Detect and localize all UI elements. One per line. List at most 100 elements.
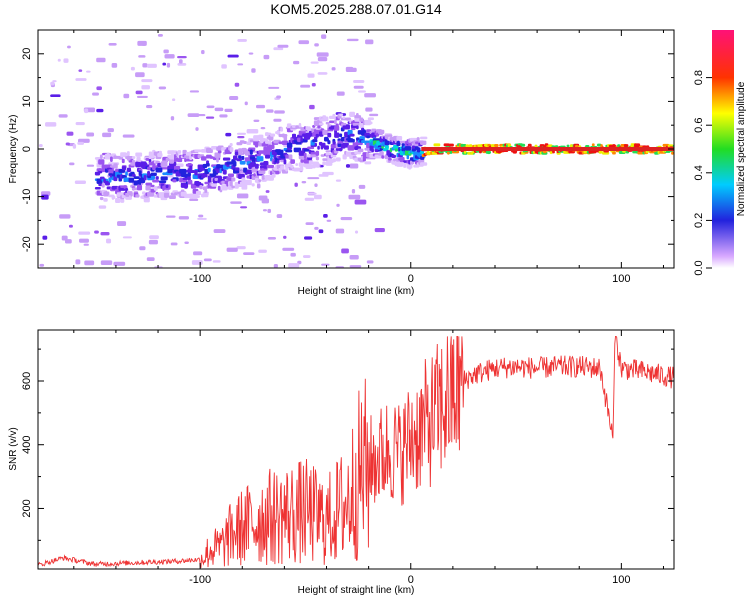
spectrogram-cell bbox=[219, 189, 223, 193]
spectrogram-cell bbox=[633, 143, 641, 147]
spectrogram-cell bbox=[207, 178, 213, 183]
spectrogram-cell bbox=[420, 162, 428, 166]
spectrogram-noise-cell bbox=[92, 92, 99, 96]
spectrogram-noise-cell bbox=[314, 43, 319, 47]
spectrogram-noise-cell bbox=[309, 104, 315, 110]
spectrogram-noise-cell bbox=[141, 79, 153, 83]
spectrogram-cell bbox=[315, 150, 320, 156]
spectrogram-cell bbox=[182, 177, 189, 181]
spectrogram-noise-cell bbox=[122, 236, 132, 239]
spectrogram-cell bbox=[286, 123, 292, 129]
spectrogram-cell bbox=[116, 174, 121, 178]
spectrogram-cell bbox=[396, 141, 401, 147]
spectrogram-cell bbox=[192, 195, 200, 198]
spectrogram-cell bbox=[671, 151, 674, 155]
spectrogram-noise-cell bbox=[84, 260, 95, 266]
spectrogram-cell bbox=[128, 177, 135, 183]
spectrogram-cell bbox=[217, 150, 222, 154]
spectrogram-ytick-label: 0 bbox=[21, 146, 33, 152]
spectrogram-noise-cell bbox=[108, 42, 117, 46]
spectrogram-cell bbox=[420, 140, 427, 145]
spectrogram-ytick-label: -20 bbox=[21, 236, 33, 252]
spectrogram-cell bbox=[263, 160, 269, 166]
spectrogram-noise-cell bbox=[262, 209, 267, 212]
spectrogram-cell bbox=[569, 144, 573, 148]
spectrogram-noise-cell bbox=[349, 163, 359, 169]
spectrogram-noise-cell bbox=[353, 79, 365, 83]
spectrogram-cell bbox=[406, 154, 410, 160]
spectrogram-noise-cell bbox=[374, 228, 385, 233]
spectrogram-cell bbox=[263, 165, 268, 169]
spectrogram-cell bbox=[199, 185, 203, 190]
colorbar-tick-label: 0.8 bbox=[693, 70, 705, 85]
spectrogram-cell bbox=[152, 179, 160, 183]
snr-xtick-label: 100 bbox=[612, 574, 630, 586]
spectrogram-cell bbox=[323, 116, 329, 122]
spectrogram-noise-cell bbox=[164, 54, 175, 59]
spectrogram-cell bbox=[379, 151, 384, 156]
spectrogram-cell bbox=[163, 192, 170, 198]
spectrogram-cell bbox=[194, 149, 202, 153]
spectrogram-cell bbox=[339, 113, 344, 117]
spectrogram-noise-cell bbox=[300, 84, 311, 88]
spectrogram-noise-cell bbox=[66, 131, 74, 136]
spectrogram-cell bbox=[133, 176, 140, 180]
spectrogram-noise-cell bbox=[301, 180, 307, 184]
snr-series-line bbox=[38, 335, 674, 568]
spectrogram-noise-cell bbox=[111, 63, 118, 68]
spectrogram-cell bbox=[322, 130, 329, 136]
spectrogram-cell bbox=[448, 143, 454, 147]
spectrogram-cell bbox=[307, 146, 315, 150]
spectrogram-cell bbox=[241, 155, 245, 160]
spectrogram-cell bbox=[251, 183, 255, 187]
spectrogram-noise-cell bbox=[78, 231, 91, 235]
spectrogram-cell bbox=[254, 163, 259, 169]
spectrogram-noise-cell bbox=[349, 254, 359, 260]
spectrogram-cell bbox=[396, 135, 403, 141]
spectrogram-noise-cell bbox=[335, 266, 345, 268]
spectrogram-noise-cell bbox=[315, 156, 320, 161]
spectrogram-cell bbox=[108, 169, 115, 175]
spectrogram-noise-cell bbox=[178, 216, 190, 220]
spectrogram-noise-cell bbox=[65, 142, 70, 146]
spectrogram-noise-cell bbox=[178, 59, 183, 64]
spectrogram-noise-cell bbox=[293, 60, 300, 65]
spectrogram-cell bbox=[468, 144, 473, 148]
snr-ytick-label: 600 bbox=[21, 372, 33, 390]
spectrogram-cell bbox=[396, 161, 404, 167]
spectrogram-cell bbox=[238, 148, 243, 154]
spectrogram-noise-cell bbox=[276, 214, 283, 219]
spectrogram-cell bbox=[110, 156, 113, 162]
spectrogram-noise-cell bbox=[369, 113, 379, 117]
spectrogram-cell bbox=[145, 185, 151, 191]
spectrogram-cell bbox=[349, 133, 355, 137]
spectrogram-cell bbox=[261, 174, 265, 180]
spectrogram-noise-cell bbox=[141, 85, 150, 90]
spectrogram-cell bbox=[416, 147, 421, 153]
spectrogram-cell bbox=[256, 156, 264, 162]
spectrogram-cell bbox=[246, 180, 250, 184]
snr-ticks: -100 0 100 200 400 600 bbox=[21, 330, 674, 586]
spectrogram-cell bbox=[214, 177, 219, 181]
spectrogram-cell bbox=[335, 123, 339, 129]
spectrogram-cell bbox=[158, 150, 162, 156]
spectrogram-noise-cell bbox=[191, 260, 203, 265]
spectrogram-noise-cell bbox=[273, 118, 282, 122]
spectrogram-cell bbox=[339, 133, 343, 138]
spectrogram-noise-cell bbox=[258, 249, 267, 253]
spectrogram-cell bbox=[135, 161, 141, 168]
spectrogram-noise-cell bbox=[78, 138, 90, 143]
spectrogram-cell bbox=[295, 163, 299, 167]
spectrogram-noise-cell bbox=[206, 116, 215, 119]
spectrogram-cell bbox=[194, 169, 198, 176]
spectrogram-noise-cell bbox=[326, 219, 332, 222]
spectrogram-xlabel: Height of straight line (km) bbox=[298, 286, 415, 297]
spectrogram-noise-cell bbox=[96, 108, 104, 113]
spectrogram-core-line bbox=[421, 147, 674, 151]
spectrogram-cell bbox=[202, 172, 208, 178]
spectrogram-noise-cell bbox=[318, 229, 324, 234]
spectrogram-noise-cell bbox=[41, 194, 49, 200]
spectrogram-cell bbox=[356, 125, 359, 130]
spectrogram-cell bbox=[160, 176, 168, 181]
spectrogram-cell bbox=[263, 146, 268, 152]
